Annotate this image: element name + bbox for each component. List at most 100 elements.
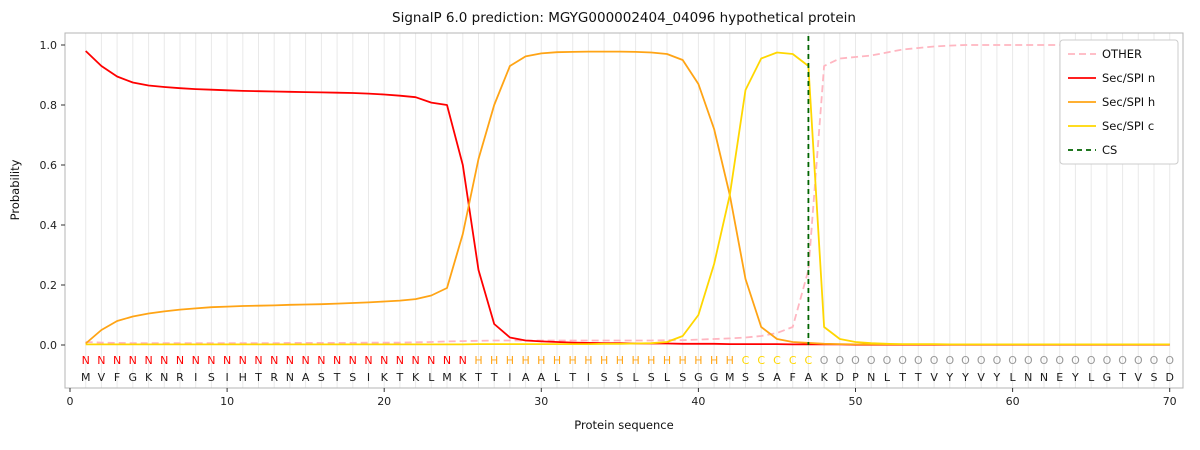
residue-letter: V: [930, 371, 938, 384]
region-letter: N: [82, 354, 90, 367]
region-letter: C: [789, 354, 797, 367]
region-letter: O: [1055, 354, 1064, 367]
residue-letter: Y: [993, 371, 1001, 384]
region-letter: O: [945, 354, 954, 367]
residue-letter: M: [81, 371, 91, 384]
region-letter: N: [317, 354, 325, 367]
residue-letter: S: [648, 371, 655, 384]
region-letter: H: [569, 354, 577, 367]
residue-letter: M: [442, 371, 452, 384]
region-letter: N: [192, 354, 200, 367]
residue-letter: K: [459, 371, 467, 384]
residue-letter: T: [396, 371, 404, 384]
residue-letter: Y: [1071, 371, 1079, 384]
region-letter: N: [349, 354, 357, 367]
region-letter: O: [1071, 354, 1080, 367]
region-letter: N: [176, 354, 184, 367]
x-tick-label: 10: [220, 395, 234, 408]
y-tick-label: 0.2: [40, 279, 58, 292]
region-letter: N: [333, 354, 341, 367]
residue-letter: T: [254, 371, 262, 384]
residue-letter: F: [114, 371, 120, 384]
region-letter: O: [1165, 354, 1174, 367]
residue-letter: V: [977, 371, 985, 384]
region-letter: N: [254, 354, 262, 367]
region-letter: O: [898, 354, 907, 367]
chart-generated-layer: 0.00.20.40.60.81.00 10 20 30 40 50 60 70NMNVNFN…: [40, 32, 1184, 408]
residue-letter: M: [725, 371, 735, 384]
y-tick-label: 0.6: [40, 159, 58, 172]
residue-letter: K: [412, 371, 420, 384]
residue-letter: T: [898, 371, 906, 384]
region-letter: N: [380, 354, 388, 367]
region-letter: O: [930, 354, 939, 367]
region-letter: H: [521, 354, 529, 367]
residue-letter: A: [805, 371, 813, 384]
residue-letter: A: [522, 371, 530, 384]
series-line-sec-spi-h: [85, 50, 1170, 346]
region-letter: N: [113, 354, 121, 367]
region-letter: C: [773, 354, 781, 367]
region-letter: O: [1087, 354, 1096, 367]
residue-letter: R: [176, 371, 184, 384]
residue-letter: L: [664, 371, 671, 384]
region-letter: O: [977, 354, 986, 367]
residue-letter: N: [286, 371, 294, 384]
region-letter: N: [301, 354, 309, 367]
residue-letter: S: [318, 371, 325, 384]
residue-letter: S: [742, 371, 749, 384]
region-letter: H: [679, 354, 687, 367]
residue-letter: S: [679, 371, 686, 384]
residue-letter: D: [836, 371, 844, 384]
plot-border: [64, 32, 1184, 389]
residue-letter: R: [270, 371, 278, 384]
residue-letter: H: [239, 371, 247, 384]
residue-letter: I: [367, 371, 370, 384]
y-tick-label: 0.4: [40, 219, 58, 232]
residue-letter: N: [867, 371, 875, 384]
legend-label-cs: CS: [1102, 143, 1117, 157]
region-letter: H: [584, 354, 592, 367]
y-tick-label: 0.0: [40, 339, 58, 352]
legend-box: [1059, 39, 1179, 165]
y-tick-label: 1.0: [40, 39, 58, 52]
residue-letter: T: [333, 371, 341, 384]
region-letter: H: [647, 354, 655, 367]
residue-letter: T: [490, 371, 498, 384]
region-letter: O: [883, 354, 892, 367]
region-letter: O: [1150, 354, 1159, 367]
series-line-other: [85, 44, 1170, 345]
region-letter: H: [616, 354, 624, 367]
residue-letter: S: [1151, 371, 1158, 384]
region-letter: O: [993, 354, 1002, 367]
region-letter: H: [726, 354, 734, 367]
residue-letter: A: [302, 371, 310, 384]
region-letter: N: [160, 354, 168, 367]
residue-letter: V: [1135, 371, 1143, 384]
residue-letter: L: [1088, 371, 1095, 384]
region-letter: H: [553, 354, 561, 367]
region-letter: N: [459, 354, 467, 367]
region-letter: O: [820, 354, 829, 367]
residue-letter: P: [852, 371, 859, 384]
region-letter: C: [742, 354, 750, 367]
region-letter: O: [1040, 354, 1049, 367]
residue-letter: V: [98, 371, 106, 384]
region-letter: N: [144, 354, 152, 367]
region-letter: O: [1024, 354, 1033, 367]
region-letter: H: [490, 354, 498, 367]
region-letter: C: [757, 354, 765, 367]
region-letter: O: [1134, 354, 1143, 367]
residue-letter: G: [694, 371, 703, 384]
x-tick-label: 20: [377, 395, 391, 408]
region-letter: N: [286, 354, 294, 367]
residue-letter: Y: [945, 371, 953, 384]
residue-letter: K: [820, 371, 828, 384]
region-letter: H: [694, 354, 702, 367]
region-letter: N: [443, 354, 451, 367]
series-line-sec-spi-n: [85, 50, 1170, 346]
residue-letter: A: [538, 371, 546, 384]
residue-letter: F: [790, 371, 796, 384]
